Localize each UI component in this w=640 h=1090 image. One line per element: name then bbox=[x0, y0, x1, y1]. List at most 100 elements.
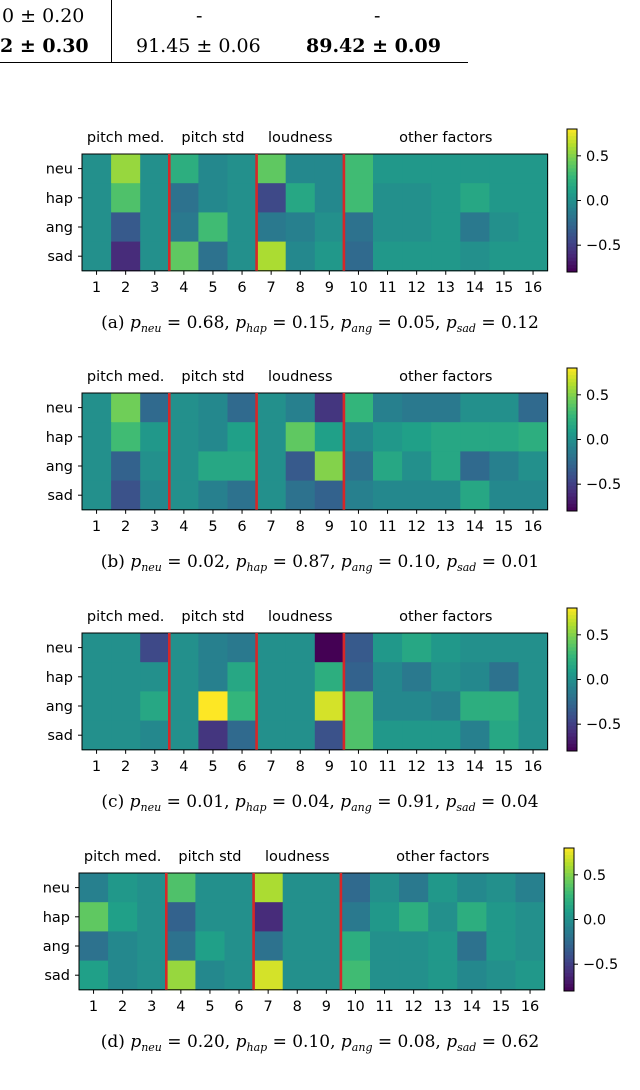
heatmap-cell bbox=[402, 691, 432, 722]
colorbar-segment bbox=[564, 965, 574, 970]
colorbar-segment bbox=[564, 955, 574, 960]
caption-tag: (c) bbox=[101, 792, 130, 812]
heatmap-cell bbox=[253, 902, 284, 932]
colorbar-segment bbox=[567, 453, 577, 458]
heatmap-panel-b: pitch med. pitch std loudness other factors… bbox=[46, 367, 621, 535]
heatmap-cell bbox=[518, 422, 549, 452]
panel-caption: (a) pneu = 0.68, phap = 0.15, pang = 0.0… bbox=[0, 313, 640, 339]
heatmap-cell bbox=[340, 931, 371, 962]
colorbar-segment bbox=[567, 704, 577, 709]
colorbar-segment bbox=[567, 136, 577, 141]
colorbar-tick-label: −0.5 bbox=[586, 238, 621, 254]
heatmap-cell bbox=[460, 480, 490, 511]
row-label: hap bbox=[46, 430, 73, 446]
heatmap-cell bbox=[198, 183, 228, 213]
colorbar-segment bbox=[567, 608, 577, 612]
heatmap-cell bbox=[137, 931, 167, 962]
heatmap-cell bbox=[285, 154, 316, 184]
heatmap-cell bbox=[169, 393, 199, 423]
colorbar-tick-label: 0.0 bbox=[586, 673, 609, 689]
heatmap-cell bbox=[140, 633, 170, 663]
heatmap-cell bbox=[198, 691, 228, 722]
column-label: 15 bbox=[495, 759, 513, 775]
column-label: 16 bbox=[521, 999, 539, 1015]
heatmap-cell bbox=[373, 393, 403, 423]
colorbar-tick-label: 0.5 bbox=[583, 868, 606, 884]
heatmap-cell bbox=[111, 393, 141, 423]
caption-term: pneu = 0.20, bbox=[130, 1032, 236, 1054]
caption-term: phap = 0.10, bbox=[235, 1032, 341, 1054]
colorbar-tick-label: 0.5 bbox=[586, 628, 609, 644]
colorbar-segment bbox=[567, 460, 577, 465]
heatmap-cell bbox=[82, 720, 112, 751]
heatmap-cell bbox=[431, 212, 461, 243]
heatmap-cell bbox=[227, 183, 258, 213]
heatmap-cell bbox=[460, 662, 490, 692]
colorbar-segment bbox=[564, 958, 574, 963]
heatmap-cell bbox=[518, 241, 549, 272]
colorbar-segment bbox=[564, 944, 574, 949]
heatmap-cell bbox=[82, 662, 112, 692]
heatmap-cell bbox=[256, 422, 287, 452]
heatmap-cell bbox=[256, 212, 287, 243]
heatmap-cell bbox=[282, 873, 313, 903]
heatmap-cell bbox=[515, 902, 546, 932]
colorbar-segment bbox=[564, 873, 574, 877]
heatmap-cell bbox=[256, 662, 287, 692]
column-label: 11 bbox=[378, 759, 396, 775]
colorbar-segment bbox=[567, 690, 577, 695]
heatmap-cell bbox=[111, 451, 141, 482]
colorbar-segment bbox=[567, 700, 577, 705]
colorbar-segment bbox=[567, 439, 577, 444]
heatmap-cell bbox=[285, 393, 316, 423]
colorbar-segment bbox=[564, 848, 574, 852]
group-label: loudness bbox=[268, 369, 333, 385]
heatmap-cell bbox=[82, 183, 112, 213]
row-label: neu bbox=[46, 641, 73, 657]
heatmap-cell bbox=[224, 902, 255, 932]
heatmap-cell bbox=[343, 633, 374, 663]
colorbar-segment bbox=[567, 204, 577, 209]
heatmap-cell bbox=[314, 212, 345, 243]
colorbar-segment bbox=[567, 736, 577, 741]
heatmap-cell bbox=[489, 212, 519, 243]
heatmap-cell bbox=[169, 662, 199, 692]
heatmap-cell bbox=[314, 422, 345, 452]
colorbar-segment bbox=[564, 926, 574, 931]
heatmap-cell bbox=[518, 691, 549, 722]
colorbar-segment bbox=[567, 207, 577, 212]
heatmap-cell bbox=[460, 422, 490, 452]
heatmap-cell bbox=[227, 393, 258, 423]
row-label: ang bbox=[46, 220, 73, 236]
colorbar-segment bbox=[567, 264, 577, 269]
heatmap-cell bbox=[431, 451, 461, 482]
colorbar-segment bbox=[564, 980, 574, 985]
heatmap-cell bbox=[518, 212, 549, 243]
heatmap-cell bbox=[518, 183, 549, 213]
colorbar-segment bbox=[564, 876, 574, 881]
heatmap-cell bbox=[402, 422, 432, 452]
heatmap-cell bbox=[489, 480, 519, 511]
heatmap-cell bbox=[285, 183, 316, 213]
row-label: sad bbox=[47, 249, 73, 265]
heatmap-cell bbox=[224, 931, 255, 962]
colorbar-segment bbox=[567, 421, 577, 426]
heatmap-frame bbox=[78, 872, 546, 991]
colorbar-segment bbox=[564, 937, 574, 942]
group-label: loudness bbox=[265, 849, 330, 865]
heatmap-cell bbox=[489, 691, 519, 722]
heatmap-cell bbox=[428, 873, 458, 903]
heatmap-cell bbox=[166, 902, 196, 932]
heatmap-cell bbox=[282, 931, 313, 962]
colorbar-segment bbox=[567, 496, 577, 501]
colorbar-segment bbox=[567, 468, 577, 473]
colorbar-segment bbox=[567, 414, 577, 419]
heatmap-cell bbox=[82, 241, 112, 272]
heatmap-cell bbox=[137, 873, 167, 903]
colorbar-segment bbox=[567, 407, 577, 412]
heatmap-cell bbox=[399, 873, 429, 903]
heatmap-cell bbox=[515, 931, 546, 962]
colorbar-segment bbox=[567, 389, 577, 394]
column-label: 3 bbox=[150, 280, 159, 296]
heatmap-cell bbox=[340, 902, 371, 932]
